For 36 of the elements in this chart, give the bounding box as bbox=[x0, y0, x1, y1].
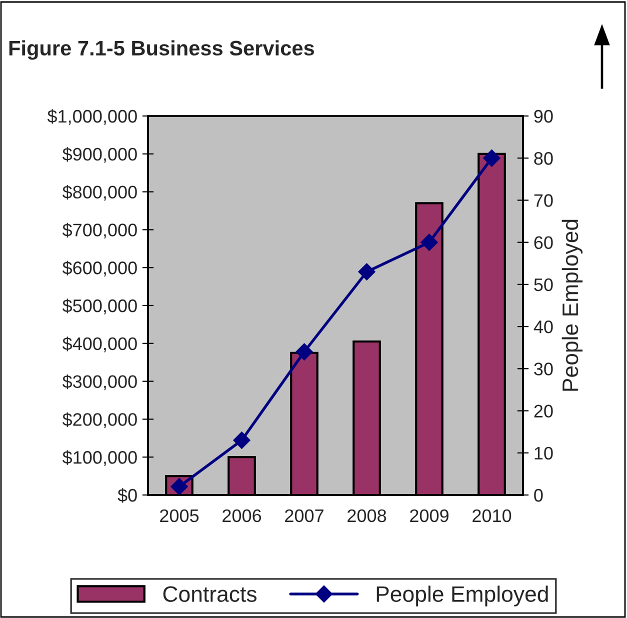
x-tick-label: 2010 bbox=[472, 509, 512, 522]
y-tick-label: $300,000 bbox=[62, 374, 137, 390]
y-tick-label: $400,000 bbox=[62, 336, 137, 352]
y2-tick-label: 20 bbox=[534, 404, 553, 418]
point bbox=[420, 234, 438, 251]
x-tick-label: 2006 bbox=[222, 509, 262, 522]
y2-tick-label: 60 bbox=[534, 236, 553, 250]
y2-axis-title: People Employed bbox=[562, 220, 583, 391]
y-tick-label: $800,000 bbox=[62, 184, 137, 201]
y2-tick-label: 80 bbox=[534, 152, 553, 165]
legend-label: People Employed bbox=[376, 586, 548, 606]
point bbox=[483, 150, 500, 167]
x-tick-label: 2009 bbox=[410, 509, 448, 522]
y2-tick-label: 50 bbox=[534, 278, 553, 292]
y-tick-label: $500,000 bbox=[62, 298, 137, 314]
y2-tick-label: 0 bbox=[534, 488, 543, 502]
x-tick-label: 2007 bbox=[285, 509, 324, 522]
y2-tick-label: 70 bbox=[534, 194, 553, 207]
y-tick-label: $1,000,000 bbox=[47, 109, 137, 125]
y-tick-label: $100,000 bbox=[62, 450, 137, 466]
point bbox=[296, 343, 313, 360]
y-tick-label: $900,000 bbox=[62, 147, 137, 163]
legend-label: Contracts bbox=[163, 586, 256, 602]
y-tick-label: $200,000 bbox=[62, 412, 137, 428]
y-tick-label: $700,000 bbox=[62, 222, 137, 239]
y2-tick-label: 30 bbox=[534, 362, 553, 376]
point bbox=[233, 432, 250, 449]
point bbox=[358, 263, 376, 280]
y-tick-label: $0 bbox=[118, 488, 137, 503]
y2-tick-label: 40 bbox=[534, 320, 553, 334]
y2-tick-label: 10 bbox=[534, 446, 553, 460]
y-tick-label: $600,000 bbox=[62, 260, 137, 276]
chart-title: Figure 7.1-5 Business Services bbox=[9, 40, 314, 60]
y2-tick-label: 90 bbox=[534, 110, 553, 123]
x-tick-label: 2008 bbox=[348, 509, 386, 522]
x-tick-label: 2005 bbox=[160, 509, 199, 522]
